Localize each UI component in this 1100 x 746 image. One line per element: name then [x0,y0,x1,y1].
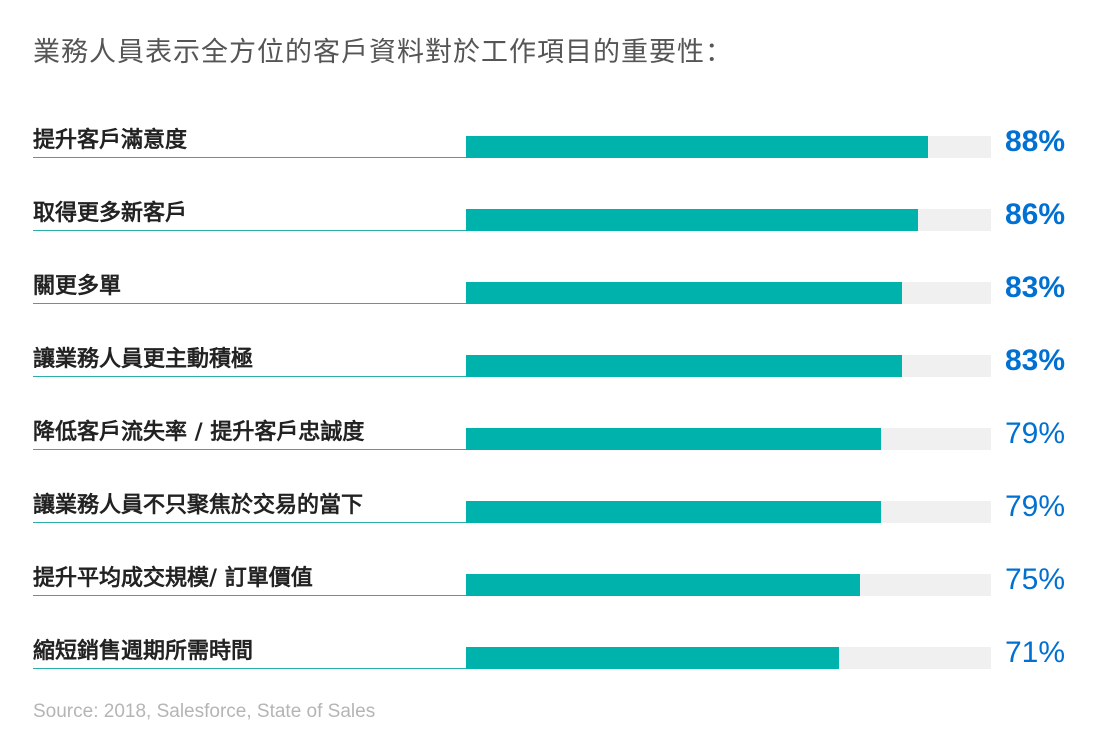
bar-row: 關更多單 83% [0,268,1100,328]
category-label: 取得更多新客戶 [33,201,188,226]
bar-track [466,136,991,158]
bar-track [466,209,991,231]
bar-fill [466,355,902,377]
bar-fill [466,501,881,523]
bar-row: 縮短銷售週期所需時間 71% [0,633,1100,693]
value-label: 79% [1005,490,1066,523]
bar-row: 取得更多新客戶 86% [0,195,1100,255]
label-underline [33,303,466,304]
bar-fill [466,282,902,304]
category-label: 讓業務人員更主動積極 [33,347,254,372]
value-label: 83% [1005,344,1066,377]
bar-track [466,647,991,669]
category-label: 關更多單 [33,274,122,299]
label-underline [33,449,466,450]
bar-track [466,282,991,304]
bar-row: 提升平均成交規模/ 訂單價值 75% [0,560,1100,620]
label-underline [33,522,466,523]
chart-title: 業務人員表示全方位的客戶資料對於工作項目的重要性： [33,37,733,68]
label-underline [33,595,466,596]
bar-track [466,428,991,450]
label-underline [33,230,466,231]
bar-track [466,501,991,523]
category-label: 讓業務人員不只聚焦於交易的當下 [33,493,364,518]
bar-track [466,355,991,377]
value-label: 79% [1005,417,1066,450]
category-label: 縮短銷售週期所需時間 [33,639,254,664]
bar-row: 降低客戶流失率 / 提升客戶忠誠度 79% [0,414,1100,474]
label-underline [33,157,466,158]
value-label: 83% [1005,271,1066,304]
bar-fill [466,136,928,158]
bar-track [466,574,991,596]
value-label: 88% [1005,125,1066,158]
category-label: 提升平均成交規模/ 訂單價值 [33,566,313,591]
label-underline [33,376,466,377]
bar-row: 提升客戶滿意度 88% [0,122,1100,182]
bar-fill [466,574,860,596]
bar-fill [466,428,881,450]
source-note: Source: 2018, Salesforce, State of Sales [33,701,376,722]
value-label: 86% [1005,198,1066,231]
bar-row: 讓業務人員不只聚焦於交易的當下 79% [0,487,1100,547]
value-label: 75% [1005,563,1066,596]
label-underline [33,668,466,669]
bar-row: 讓業務人員更主動積極 83% [0,341,1100,401]
value-label: 71% [1005,636,1066,669]
bar-fill [466,647,839,669]
bar-fill [466,209,918,231]
category-label: 降低客戶流失率 / 提升客戶忠誠度 [33,420,365,445]
category-label: 提升客戶滿意度 [33,128,188,153]
